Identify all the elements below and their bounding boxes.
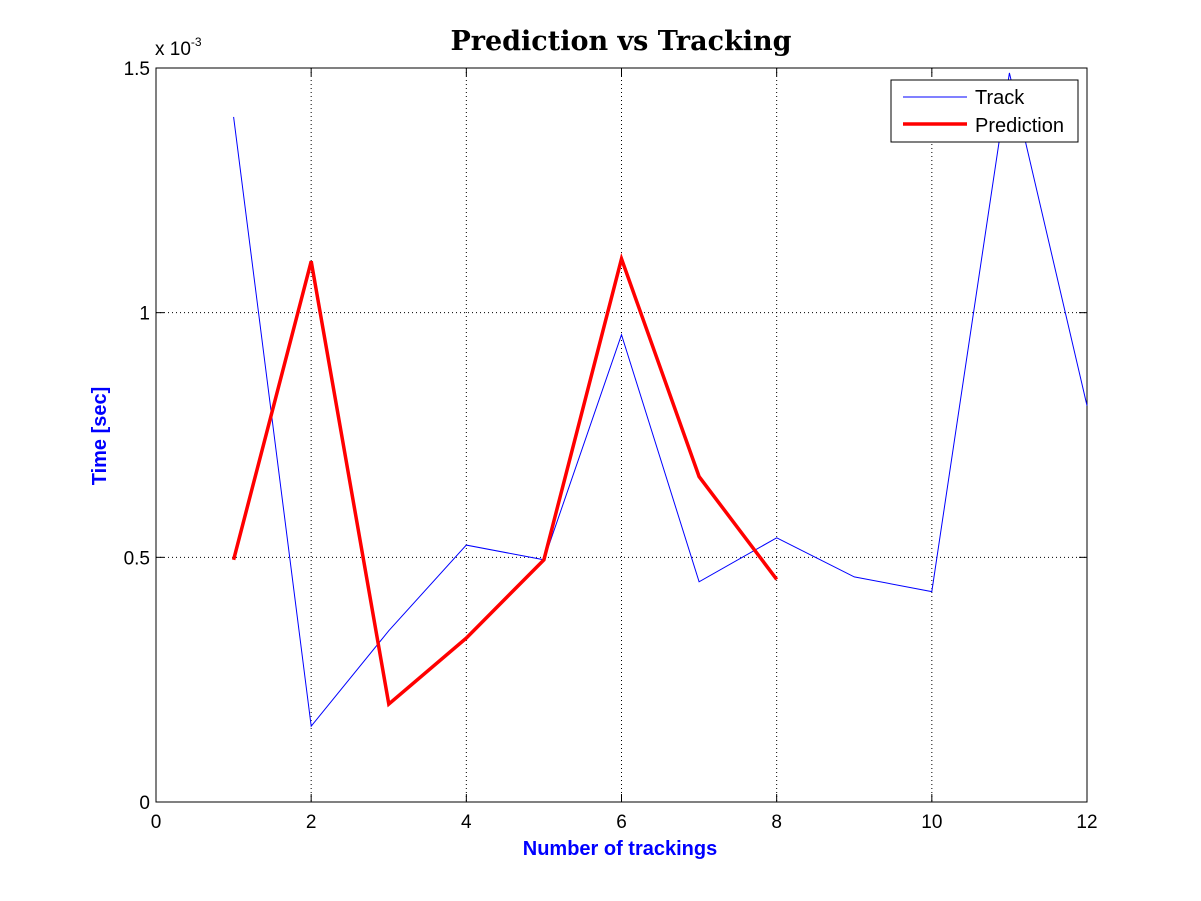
y-axis-exponent: x 10-3 xyxy=(155,35,202,60)
y-axis-ticks: 0 0.5 1 1.5 xyxy=(124,59,1087,814)
x-tick-label: 0 xyxy=(151,812,162,833)
y-exponent-prefix: x 10 xyxy=(155,39,191,60)
series-line-prediction xyxy=(231,252,779,708)
x-tick-label: 12 xyxy=(1076,812,1097,833)
x-tick-label: 8 xyxy=(771,812,782,833)
y-tick-label: 1 xyxy=(139,304,150,325)
x-tick-label: 4 xyxy=(461,812,472,833)
y-axis-label: Time [sec] xyxy=(89,387,111,486)
y-tick-label: 0.5 xyxy=(124,548,150,569)
legend-box xyxy=(890,79,1079,143)
y-tick-label: 1.5 xyxy=(124,59,150,80)
series-lines xyxy=(231,72,1088,728)
x-axis-ticks: 0 2 4 6 8 10 12 xyxy=(151,68,1098,833)
x-tick-label: 6 xyxy=(616,812,627,833)
legend-label-track: Track xyxy=(975,87,1025,109)
chart-title: Prediction vs Tracking xyxy=(450,26,791,57)
x-tick-label: 10 xyxy=(921,812,942,833)
y-exponent-power: -3 xyxy=(191,35,202,49)
legend: Track Prediction xyxy=(890,79,1079,143)
x-axis-label: Number of trackings xyxy=(523,838,717,860)
series-line-track xyxy=(233,72,1088,728)
x-tick-label: 2 xyxy=(306,812,317,833)
legend-label-prediction: Prediction xyxy=(975,115,1064,137)
y-tick-label: 0 xyxy=(139,793,150,814)
